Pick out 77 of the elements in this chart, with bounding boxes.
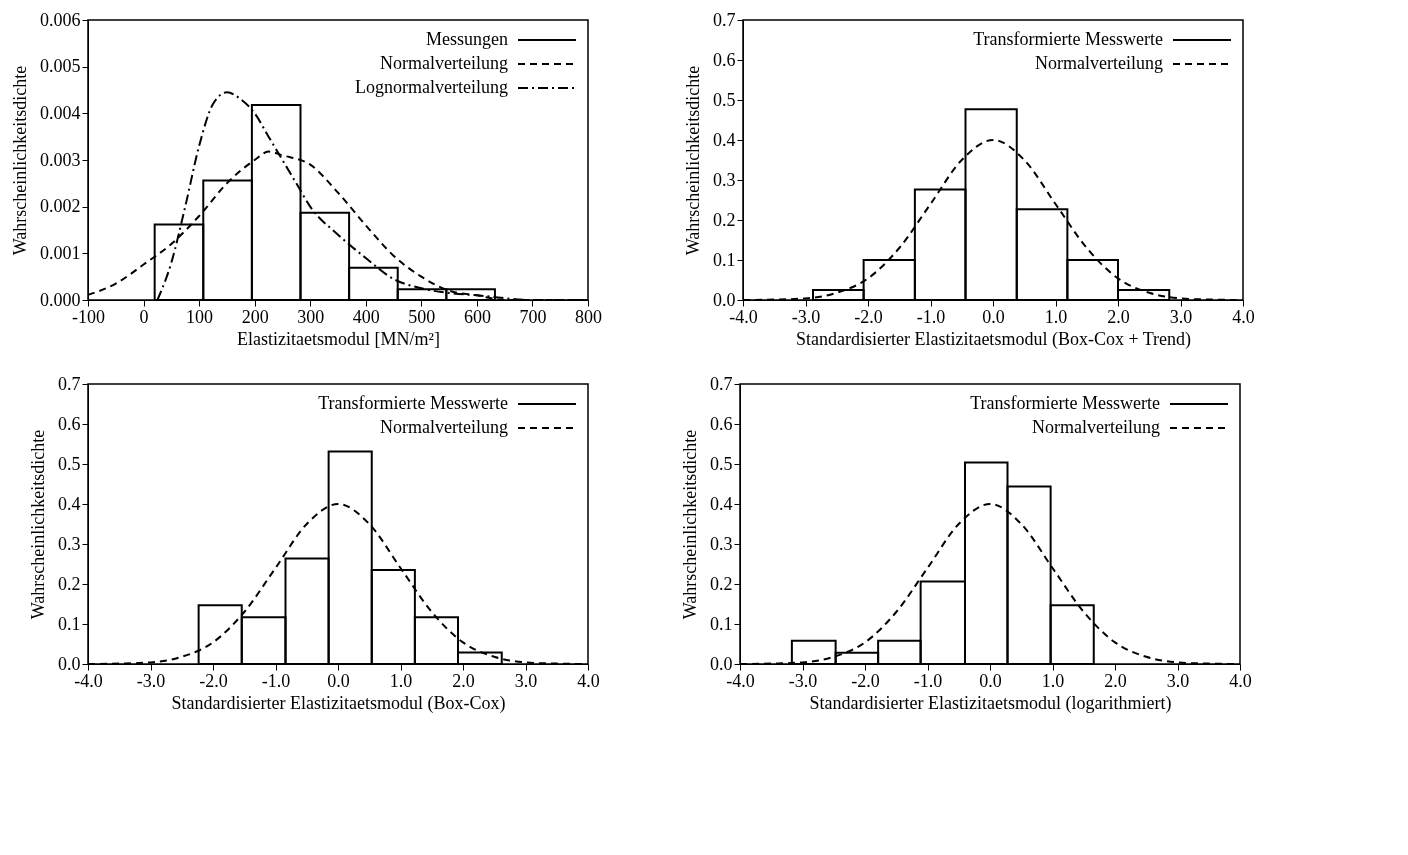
y-tick-label: 0.4 [713, 129, 736, 150]
y-tick-label: 0.004 [40, 102, 81, 123]
x-tick-label: 300 [297, 306, 325, 327]
x-tick-label: 600 [463, 306, 491, 327]
y-tick-label: 0.4 [58, 493, 81, 514]
y-axis-title: Wahrscheinlichkeitsdichte [683, 65, 703, 256]
legend-label: Lognormalverteilung [355, 77, 508, 97]
legend-label: Normalverteilung [380, 417, 508, 437]
x-tick-label: 2.0 [452, 670, 475, 691]
y-tick-label: 0.7 [713, 9, 736, 30]
y-tick-label: 0.2 [58, 573, 81, 594]
y-tick-label: 0.1 [58, 613, 81, 634]
y-axis-title: Wahrscheinlichkeitsdichte [28, 429, 48, 620]
legend-label: Transformierte Messwerte [318, 393, 508, 413]
x-tick-label: 0.0 [327, 670, 350, 691]
y-tick-label: 0.002 [40, 196, 81, 217]
x-tick-label: -2.0 [854, 306, 883, 327]
legend-label: Normalverteilung [1032, 417, 1160, 437]
x-tick-label: 0.0 [979, 670, 1002, 691]
x-tick-label: 1.0 [1044, 306, 1068, 327]
x-tick-label: -1.0 [261, 670, 291, 691]
x-tick-label: 700 [519, 306, 547, 327]
x-tick-label: 0.0 [982, 306, 1005, 327]
y-tick-label: 0.1 [710, 613, 733, 634]
y-tick-label: 0.6 [58, 413, 81, 434]
x-axis-title: Standardisierter Elastizitaetsmodul (Box-Cox + Trend) [795, 328, 1192, 350]
x-tick-label: 1.0 [1041, 670, 1065, 691]
y-tick-label: 0.005 [40, 56, 81, 77]
legend-label: Transformierte Messwerte [970, 393, 1160, 413]
x-axis-title: Standardisierter Elastizitaetsmodul (logarithmiert) [809, 692, 1172, 714]
y-tick-label: 0.1 [713, 249, 736, 270]
legend-label: Normalverteilung [1035, 53, 1163, 73]
y-tick-label: 0.003 [40, 149, 81, 170]
y-axis-title: Wahrscheinlichkeitsdichte [680, 429, 700, 620]
x-tick-label: 4.0 [577, 670, 600, 691]
x-tick-label: 0 [139, 306, 149, 327]
x-tick-label: 100 [186, 306, 214, 327]
x-tick-label: 3.0 [1169, 306, 1193, 327]
y-tick-label: 0.5 [710, 453, 733, 474]
y-tick-label: 0.7 [710, 373, 733, 394]
x-tick-label: 3.0 [1166, 670, 1190, 691]
y-tick-label: 0.7 [58, 373, 81, 394]
x-tick-label: 4.0 [1232, 306, 1255, 327]
y-tick-label: 0.3 [710, 533, 733, 554]
y-tick-label: 0.006 [40, 9, 81, 30]
x-tick-label: 800 [575, 306, 602, 327]
x-tick-label: 3.0 [514, 670, 538, 691]
y-tick-label: 0.3 [713, 169, 736, 190]
legend-label: Normalverteilung [380, 53, 508, 73]
x-tick-label: 400 [352, 306, 380, 327]
y-tick-label: 0.6 [713, 49, 736, 70]
x-tick-label: -3.0 [788, 670, 818, 691]
y-tick-label: 0.2 [710, 573, 733, 594]
x-tick-label: -1.0 [916, 306, 946, 327]
x-tick-label: 2.0 [1104, 670, 1127, 691]
x-tick-label: 1.0 [389, 670, 413, 691]
x-tick-label: 500 [408, 306, 436, 327]
x-tick-label: 200 [241, 306, 269, 327]
x-tick-label: -3.0 [136, 670, 166, 691]
legend-label: Messungen [426, 29, 508, 49]
legend-label: Transformierte Messwerte [973, 29, 1163, 49]
x-tick-label: -1.0 [913, 670, 943, 691]
y-tick-label: 0.001 [40, 242, 81, 263]
y-tick-label: 0.3 [58, 533, 81, 554]
x-tick-label: 4.0 [1229, 670, 1252, 691]
y-tick-label: 0.5 [713, 89, 736, 110]
x-tick-label: -3.0 [791, 306, 821, 327]
x-tick-label: 2.0 [1107, 306, 1130, 327]
y-tick-label: 0.5 [58, 453, 81, 474]
x-axis-title: Standardisierter Elastizitaetsmodul (Box-Cox) [171, 692, 506, 714]
x-tick-label: -2.0 [851, 670, 880, 691]
y-axis-title: Wahrscheinlichkeitsdichte [10, 65, 30, 256]
y-tick-label: 0.4 [710, 493, 733, 514]
x-axis-title: Elastizitaetsmodul [MN/m²] [237, 328, 440, 349]
y-tick-label: 0.6 [710, 413, 733, 434]
x-tick-label: -2.0 [199, 670, 228, 691]
y-tick-label: 0.2 [713, 209, 736, 230]
